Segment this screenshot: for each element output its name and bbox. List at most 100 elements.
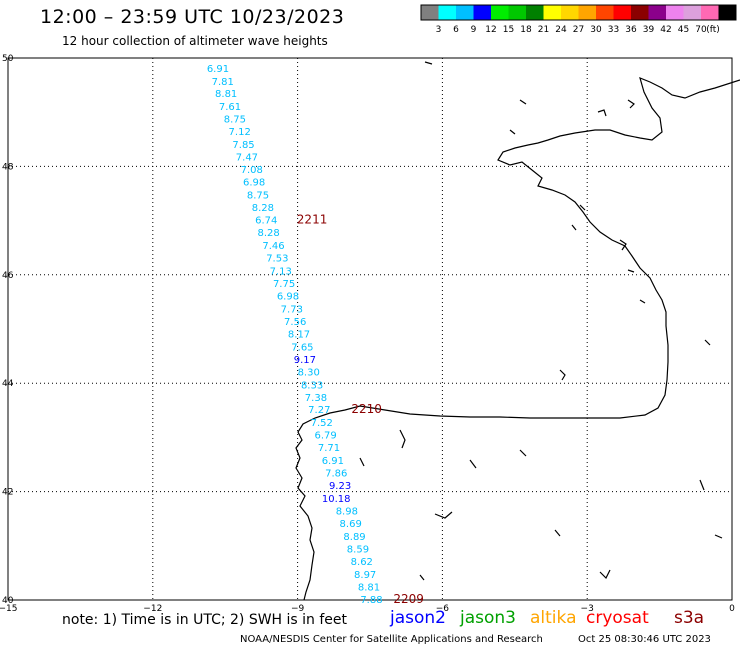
wave-height-label: 8.97 bbox=[354, 570, 376, 581]
colorbar-tick-label: 6 bbox=[453, 25, 459, 35]
timestamp-text: Oct 25 08:30:46 UTC 2023 bbox=[578, 634, 711, 645]
legend-s3a: s3a bbox=[674, 608, 705, 628]
legend-jason2: jason2 bbox=[390, 608, 446, 628]
lat-tick-label: 46 bbox=[2, 271, 14, 281]
colorbar-swatch bbox=[473, 5, 491, 20]
legend-jason3: jason3 bbox=[460, 608, 516, 628]
wave-height-label: 8.75 bbox=[224, 115, 246, 126]
colorbar-swatch bbox=[561, 5, 579, 20]
colorbar-swatch bbox=[421, 5, 439, 20]
lon-tick-label: −6 bbox=[436, 604, 450, 614]
colorbar-tick-label: 45 bbox=[678, 25, 689, 35]
wave-height-label: 8.98 bbox=[336, 507, 358, 518]
colorbar-tick-label: 18 bbox=[520, 25, 532, 35]
wave-height-label: 7.85 bbox=[232, 140, 254, 151]
lat-tick-label: 44 bbox=[2, 379, 14, 389]
wave-height-label: 7.75 bbox=[273, 279, 295, 290]
lat-tick-label: 42 bbox=[2, 488, 13, 498]
colorbar-tick-label: 36 bbox=[625, 25, 637, 35]
colorbar-swatch bbox=[491, 5, 509, 20]
wave-height-label: 8.33 bbox=[301, 380, 323, 391]
wave-height-label: 7.47 bbox=[236, 153, 258, 164]
colorbar-swatch bbox=[666, 5, 684, 20]
wave-height-label: 7.53 bbox=[266, 253, 288, 264]
lon-tick-label: 0 bbox=[729, 604, 735, 614]
note-text: note: 1) Time is in UTC; 2) SWH is in fe… bbox=[62, 612, 348, 628]
wave-height-label: 7.81 bbox=[212, 77, 234, 88]
wave-height-label: 6.91 bbox=[322, 456, 344, 467]
wave-height-label: 8.28 bbox=[258, 228, 280, 239]
wave-height-label: 7.73 bbox=[281, 304, 303, 315]
wave-height-label: 7.46 bbox=[262, 241, 284, 252]
colorbar-tick-label: 15 bbox=[503, 25, 514, 35]
colorbar-tick-label: 12 bbox=[485, 25, 496, 35]
wave-height-label: 8.30 bbox=[298, 367, 320, 378]
legend-altika: altika bbox=[530, 608, 577, 628]
colorbar-swatch bbox=[596, 5, 614, 20]
wave-height-label: 7.38 bbox=[305, 393, 327, 404]
colorbar-tick-label: 3 bbox=[436, 25, 442, 35]
pass-time-label: 2209 bbox=[393, 592, 424, 606]
lat-tick-label: 40 bbox=[2, 596, 14, 606]
colorbar-tick-label: 33 bbox=[608, 25, 619, 35]
wave-height-label: 8.81 bbox=[215, 89, 237, 100]
pass-time-label: 2210 bbox=[351, 402, 382, 416]
lat-tick-label: 48 bbox=[2, 162, 14, 172]
colorbar-swatch bbox=[701, 5, 719, 20]
wave-height-label: 9.23 bbox=[329, 481, 351, 492]
colorbar-swatch bbox=[631, 5, 649, 20]
wave-height-label: 8.81 bbox=[358, 582, 380, 593]
colorbar-swatch bbox=[456, 5, 474, 20]
colorbar-swatch bbox=[648, 5, 666, 20]
wave-height-label: 9.17 bbox=[294, 355, 316, 366]
wave-height-label: 8.75 bbox=[247, 191, 269, 202]
wave-height-label: 6.98 bbox=[277, 291, 299, 302]
wave-height-label: 7.12 bbox=[229, 127, 251, 138]
colorbar-unit-label: (ft) bbox=[706, 25, 720, 35]
lon-tick-label: −3 bbox=[581, 604, 594, 614]
wave-height-label: 6.98 bbox=[243, 178, 265, 189]
wave-height-label: 6.79 bbox=[314, 431, 336, 442]
colorbar-tick-label: 70 bbox=[695, 25, 707, 35]
wave-height-label: 7.56 bbox=[284, 317, 306, 328]
wave-height-label: 7.61 bbox=[219, 102, 241, 113]
wave-height-label: 7.52 bbox=[311, 418, 333, 429]
colorbar-tick-label: 24 bbox=[555, 25, 567, 35]
colorbar-tick-label: 27 bbox=[573, 25, 584, 35]
legend-cryosat: cryosat bbox=[586, 608, 649, 628]
colorbar-swatch bbox=[543, 5, 561, 20]
map-frame bbox=[7, 57, 733, 601]
wave-height-label: 10.18 bbox=[322, 494, 351, 505]
colorbar-tick-label: 30 bbox=[590, 25, 602, 35]
wave-height-label: 6.91 bbox=[207, 64, 229, 75]
coastline bbox=[295, 61, 740, 601]
pass-time-label: 2211 bbox=[297, 213, 328, 227]
colorbar-tick-label: 39 bbox=[643, 25, 655, 35]
wave-height-label: 8.62 bbox=[351, 557, 373, 568]
colorbar-swatch bbox=[578, 5, 596, 20]
lon-tick-label: −9 bbox=[291, 604, 305, 614]
colorbar-swatch bbox=[508, 5, 526, 20]
page-title: 12:00 – 23:59 UTC 10/23/2023 bbox=[40, 6, 345, 28]
colorbar-swatch bbox=[526, 5, 544, 20]
lon-tick-label: −15 bbox=[0, 604, 18, 614]
wave-height-label: 7.13 bbox=[270, 266, 292, 277]
colorbar-tick-label: 42 bbox=[660, 25, 671, 35]
colorbar-swatch bbox=[438, 5, 456, 20]
wave-height-label: 7.27 bbox=[308, 405, 330, 416]
page-subtitle: 12 hour collection of altimeter wave hei… bbox=[62, 34, 328, 48]
color-scale-legend: 3 6 9 12 15 18 21 24 27 30 33 36 39 42 45 70 (ft) bbox=[420, 4, 737, 35]
wave-height-label: 7.71 bbox=[318, 443, 340, 454]
wave-height-label: 8.17 bbox=[288, 329, 310, 340]
colorbar-swatch bbox=[718, 5, 736, 20]
colorbar-tick-label: 9 bbox=[471, 25, 477, 35]
wave-height-label: 7.86 bbox=[325, 469, 347, 480]
colorbar-swatch bbox=[613, 5, 631, 20]
credit-text: NOAA/NESDIS Center for Satellite Applica… bbox=[240, 634, 543, 645]
wave-height-label: 8.28 bbox=[252, 203, 274, 214]
wave-height-label: 8.69 bbox=[340, 519, 362, 530]
colorbar-tick-label: 21 bbox=[538, 25, 549, 35]
wave-height-label: 7.65 bbox=[291, 342, 313, 353]
wave-height-label: 8.59 bbox=[347, 545, 369, 556]
